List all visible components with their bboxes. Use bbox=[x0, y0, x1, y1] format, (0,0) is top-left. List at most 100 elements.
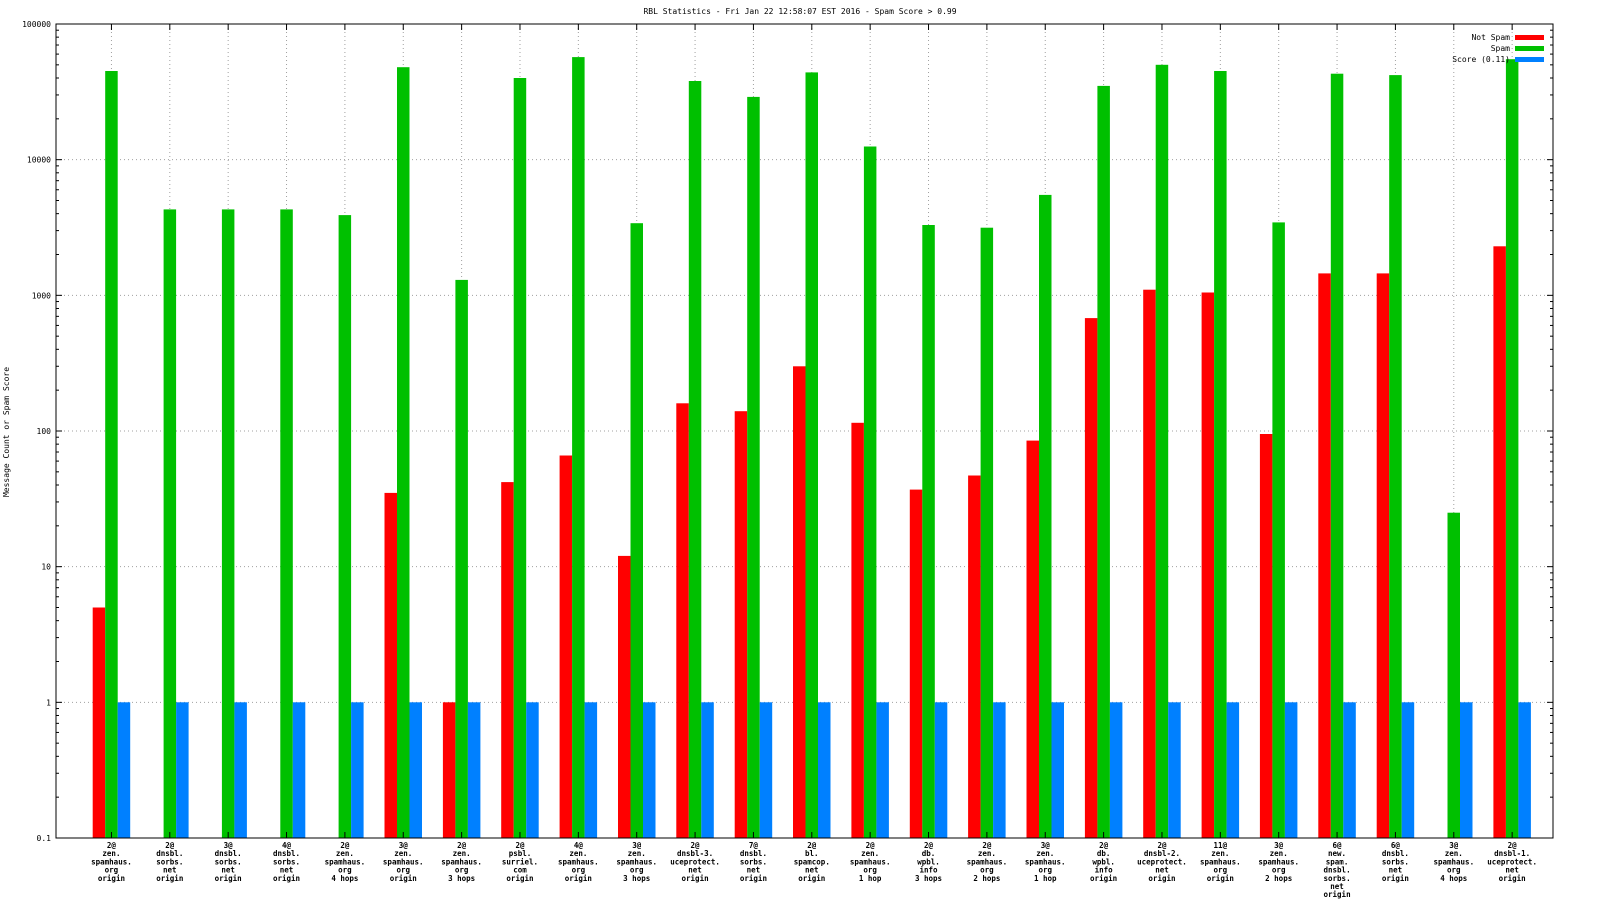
y-tick-label: 1000 bbox=[32, 291, 51, 300]
bar-score-0-11 bbox=[818, 702, 831, 838]
x-category-label-line: spamhaus. bbox=[1433, 857, 1474, 866]
x-category-label-line: dnsbl. bbox=[215, 849, 242, 858]
x-category-label-line: spamhaus. bbox=[1025, 857, 1066, 866]
x-category-label: 2@ dnsbl-3. uceprotect. net origin bbox=[670, 841, 720, 883]
bar-spam bbox=[280, 209, 293, 838]
x-category-label-line: sorbs. bbox=[1324, 874, 1351, 883]
x-category-label: 2@ dnsbl. sorbs. net origin bbox=[156, 841, 183, 883]
bar-score-0-11 bbox=[1168, 702, 1181, 838]
x-category-label-line: 2@ bbox=[1099, 841, 1109, 850]
x-category-label-line: zen. bbox=[569, 849, 587, 858]
y-tick-label: 100000 bbox=[22, 20, 51, 29]
bar-score-0-11 bbox=[234, 702, 247, 838]
bar-spam bbox=[572, 57, 585, 839]
x-category-label-line: spamhaus. bbox=[616, 857, 657, 866]
legend-swatch bbox=[1515, 46, 1544, 51]
x-category-label-line: uceprotect. bbox=[670, 857, 720, 866]
x-category-label-line: origin bbox=[1090, 874, 1117, 883]
x-category-label-line: spamhaus. bbox=[1258, 857, 1299, 866]
x-category-label-line: spamhaus. bbox=[967, 857, 1008, 866]
x-category-label-line: db. bbox=[1097, 849, 1111, 858]
x-category-label-line: sorbs. bbox=[1382, 857, 1409, 866]
bar-spam bbox=[1097, 85, 1110, 838]
x-category-label: 3@ dnsbl. sorbs. net origin bbox=[215, 841, 242, 883]
x-category-label-line: origin bbox=[1499, 874, 1526, 883]
y-tick-label: 1 bbox=[46, 698, 51, 707]
x-category-label-line: zen. bbox=[978, 849, 996, 858]
x-category-label: 2@ zen. spamhaus. org 2 hops bbox=[967, 841, 1008, 883]
y-tick-label: 100 bbox=[37, 427, 52, 436]
bar-spam bbox=[922, 225, 935, 838]
bar-not-spam bbox=[442, 702, 456, 838]
x-category-label-line: dnsbl. bbox=[273, 849, 300, 858]
legend-swatch bbox=[1515, 57, 1544, 62]
x-category-label-line: sorbs. bbox=[215, 857, 242, 866]
x-category-label-line: zen. bbox=[1211, 849, 1229, 858]
bar-not-spam bbox=[92, 607, 106, 838]
x-category-label-line: 7@ bbox=[749, 841, 759, 850]
x-category-label-line: spamcop. bbox=[794, 857, 830, 866]
x-category-label-line: com bbox=[513, 866, 527, 875]
x-category-label-line: org bbox=[572, 866, 586, 875]
x-category-label-line: 4 hops bbox=[1440, 874, 1467, 883]
bar-spam bbox=[105, 71, 118, 838]
bar-not-spam bbox=[793, 366, 806, 838]
x-category-label: 3@ zen. spamhaus. org 2 hops bbox=[1258, 841, 1299, 883]
x-category-label-line: uceprotect. bbox=[1137, 857, 1187, 866]
x-category-label-line: 6@ bbox=[1391, 841, 1401, 850]
x-category-label-line: db. bbox=[922, 849, 936, 858]
bar-not-spam bbox=[1026, 440, 1039, 838]
bar-not-spam bbox=[1201, 292, 1215, 838]
bar-spam bbox=[863, 146, 877, 838]
bar-not-spam bbox=[1318, 273, 1331, 838]
x-category-label: 2@ zen. spamhaus. org origin bbox=[91, 841, 132, 883]
legend-label: Not Spam bbox=[1471, 33, 1510, 42]
bar-score-0-11 bbox=[1051, 702, 1064, 838]
bar-spam bbox=[630, 223, 643, 838]
bar-not-spam bbox=[559, 455, 573, 838]
bar-score-0-11 bbox=[584, 702, 598, 838]
x-category-label-line: dnsbl-2. bbox=[1144, 849, 1180, 858]
x-category-label-line: origin bbox=[1382, 874, 1409, 883]
x-category-label: 2@ dnsbl-1. uceprotect. net origin bbox=[1487, 841, 1537, 883]
x-category-label-line: net bbox=[688, 866, 702, 875]
chart-title: RBL Statistics - Fri Jan 22 12:58:07 EST… bbox=[643, 7, 956, 16]
x-category-label-line: dnsbl. bbox=[156, 849, 183, 858]
x-category-label-line: info bbox=[919, 866, 938, 875]
x-category-label-line: 6@ bbox=[1333, 841, 1343, 850]
x-category-label-line: 2@ bbox=[1508, 841, 1518, 850]
x-category-label-line: uceprotect. bbox=[1487, 857, 1537, 866]
x-category-label-line: origin bbox=[98, 874, 125, 883]
x-category-label-line: 3@ bbox=[1041, 841, 1051, 850]
bar-not-spam bbox=[618, 555, 631, 838]
x-category-label-line: 2 hops bbox=[973, 874, 1000, 883]
x-category-label-line: zen. bbox=[1036, 849, 1054, 858]
bar-spam bbox=[163, 209, 177, 838]
bar-spam bbox=[1505, 59, 1519, 838]
x-category-label-line: dnsbl. bbox=[1324, 866, 1351, 875]
x-category-label-line: org bbox=[980, 866, 994, 875]
x-category-label-line: 3 hops bbox=[623, 874, 650, 883]
x-category-label-line: 2@ bbox=[515, 841, 525, 850]
x-category-label-line: sorbs. bbox=[273, 857, 300, 866]
x-category-label: 2@ zen. spamhaus. org 3 hops bbox=[441, 841, 482, 883]
x-category-label-line: spamhaus. bbox=[1200, 857, 1241, 866]
x-category-label-line: 2@ bbox=[1157, 841, 1167, 850]
x-category-label-line: origin bbox=[273, 874, 300, 883]
x-category-label-line: org bbox=[1038, 866, 1052, 875]
bar-not-spam bbox=[851, 422, 864, 838]
x-category-label-line: org bbox=[630, 866, 644, 875]
x-category-label: 11@ zen. spamhaus. org origin bbox=[1200, 841, 1241, 883]
bar-score-0-11 bbox=[1284, 702, 1298, 838]
x-category-label-line: 3@ bbox=[1449, 841, 1459, 850]
x-category-label-line: dnsbl. bbox=[740, 849, 767, 858]
bar-layer bbox=[92, 57, 1531, 839]
bar-spam bbox=[1214, 71, 1227, 838]
x-category-label-line: org bbox=[863, 866, 877, 875]
x-category-label-line: spamhaus. bbox=[383, 857, 424, 866]
bar-score-0-11 bbox=[934, 702, 948, 838]
x-category-label-line: origin bbox=[1148, 874, 1175, 883]
x-category-label-line: 3 hops bbox=[915, 874, 942, 883]
bar-spam bbox=[688, 81, 702, 838]
